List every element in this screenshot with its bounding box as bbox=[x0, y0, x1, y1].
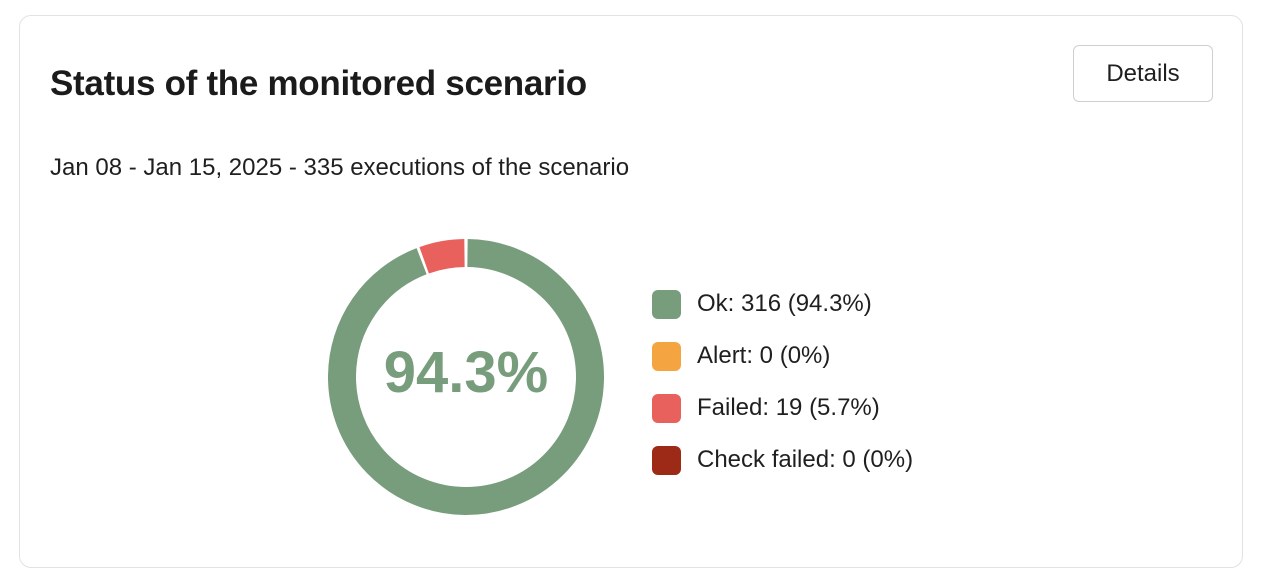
legend-label-check-failed: Check failed: 0 (0%) bbox=[697, 446, 914, 473]
legend-swatch-ok bbox=[652, 289, 681, 319]
donut-center-label: 94.3% bbox=[384, 340, 548, 405]
date-range: Jan 08 - Jan 15, 2025 bbox=[50, 154, 283, 181]
legend-label-alert: Alert: 0 (0%) bbox=[697, 342, 831, 369]
legend-label-ok: Ok: 316 (94.3%) bbox=[697, 290, 872, 317]
legend-label-failed: Failed: 19 (5.7%) bbox=[697, 394, 880, 421]
donut-segment-failed[interactable] bbox=[320, 228, 620, 528]
legend-swatch-check-failed bbox=[652, 445, 681, 475]
card-subtitle: Jan 08 - Jan 15, 2025 - 335 executions o… bbox=[50, 154, 629, 182]
card-title: Status of the monitored scenario bbox=[50, 64, 587, 103]
status-donut-chart: 94.3% bbox=[320, 228, 620, 528]
legend-swatch-alert bbox=[652, 341, 681, 371]
executions-count: 335 executions of the scenario bbox=[303, 154, 630, 181]
legend-item-failed: Failed: 19 (5.7%) bbox=[652, 382, 913, 434]
details-button[interactable]: Details bbox=[1073, 45, 1213, 102]
legend-item-ok: Ok: 316 (94.3%) bbox=[652, 278, 913, 330]
legend-item-alert: Alert: 0 (0%) bbox=[652, 330, 913, 382]
chart-legend: Ok: 316 (94.3%) Alert: 0 (0%) Failed: 19 (… bbox=[652, 278, 913, 486]
status-card: Status of the monitored scenario Details… bbox=[19, 15, 1243, 568]
legend-item-check-failed: Check failed: 0 (0%) bbox=[652, 434, 913, 486]
legend-swatch-failed bbox=[652, 393, 681, 423]
subtitle-separator: - bbox=[282, 154, 304, 181]
